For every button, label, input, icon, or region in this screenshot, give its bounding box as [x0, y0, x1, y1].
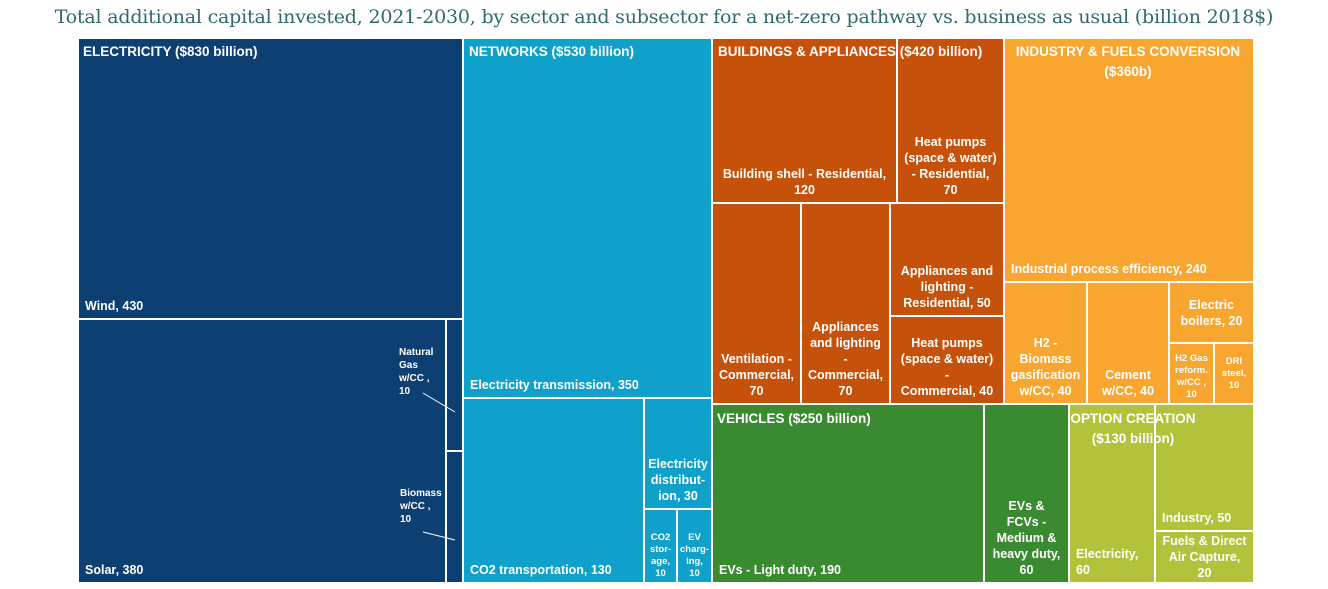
cell-label: EVs & FCVs - Medium & heavy duty, 60 [992, 499, 1061, 577]
cell-label: Appliances and lighting - Commercial, 70 [807, 320, 884, 398]
cell-label: EVs - Light duty, 190 [719, 563, 842, 577]
treemap-cell-heat-pumps-space-water-commercial: Heat pumps (space & water) - Commercial,… [889, 315, 1005, 405]
cell-label: H2 Gas reform. w/CC , 10 [1175, 353, 1208, 400]
callout-label-natural-gas-w-cc: Natural Gas w/CC , 10 [399, 347, 434, 397]
cell-label: Electricity distribut- ion, 30 [648, 457, 708, 503]
cell-label: Electric boilers, 20 [1180, 297, 1243, 328]
chart-title: Total additional capital invested, 2021-… [54, 6, 1274, 28]
treemap-cell-appliances-and-lighting-residential: Appliances and lighting - Residential, 5… [889, 202, 1005, 317]
cell-label: Heat pumps (space & water) - Residential… [904, 135, 997, 197]
cell-label: Electricity transmission, 350 [470, 378, 639, 392]
treemap-cell-fuels-direct-air-capture: Fuels & Direct Air Capture, 20 [1154, 530, 1255, 584]
cell-label: Appliances and lighting - Residential, 5… [900, 264, 994, 310]
treemap-cell-ev-charging: EV charg- ing, 10 [676, 508, 713, 584]
treemap-cell-h2-biomass-gasification-w-cc: H2 - Biomass gasification w/CC, 40 [1003, 281, 1088, 405]
treemap-cell-ventilation-commercial: Ventilation - Commercial, 70 [711, 202, 802, 405]
sector-header-option-creation: OPTION CREATION ($130 billion) [1070, 411, 1196, 446]
cell-label: Building shell - Residential, 120 [722, 167, 887, 197]
treemap-cell-co2-transportation: CO2 transportation, 130 [462, 397, 645, 584]
cell-label: Heat pumps (space & water) - Commercial,… [900, 336, 994, 398]
cell-label: Cement w/CC, 40 [1101, 368, 1155, 398]
treemap-cell-appliances-and-lighting-commercial: Appliances and lighting - Commercial, 70 [800, 202, 891, 405]
cell-label: H2 - Biomass gasification w/CC, 40 [1010, 336, 1081, 398]
treemap-cell-building-shell-residential: Building shell - Residential, 120 [711, 37, 898, 204]
cell-label: CO2 transportation, 130 [470, 563, 612, 577]
callout-label-biomass-w-cc: Biomass w/CC , 10 [400, 488, 442, 525]
cell-label: Fuels & Direct Air Capture, 20 [1162, 534, 1247, 580]
cell-label: DRI steel, 10 [1221, 355, 1247, 391]
treemap-cell-solar: Solar, 380 [77, 318, 447, 584]
cell-label: Ventilation - Commercial, 70 [718, 352, 795, 398]
cell-label: Industry, 50 [1162, 511, 1232, 525]
sector-header-buildings-appliances: BUILDINGS & APPLIANCES ($420 billion) [718, 44, 983, 59]
treemap-cell-evs-light-duty: EVs - Light duty, 190 [711, 403, 985, 584]
sector-header-vehicles: VEHICLES ($250 billion) [717, 411, 871, 426]
treemap-cell-electricity-transmission: Electricity transmission, 350 [462, 37, 713, 399]
treemap-cell-industrial-process-efficiency: Industrial process efficiency, 240 [1003, 37, 1255, 283]
cell-label: Electricity, 60 [1076, 547, 1139, 577]
cell-label: CO2 stor- age, 10 [649, 532, 672, 579]
cell-label: Industrial process efficiency, 240 [1011, 262, 1207, 276]
cell-label: Wind, 430 [85, 299, 144, 313]
treemap-cell-electric-boilers: Electric boilers, 20 [1168, 281, 1255, 344]
treemap-cell-evs-fcvs-medium-heavy-duty: EVs & FCVs - Medium & heavy duty, 60 [983, 403, 1070, 584]
treemap-cell-electricity: Electricity, 60 [1068, 403, 1156, 584]
treemap-cell-wind: Wind, 430 [77, 37, 464, 320]
treemap-cell-h2-gas-reform-w-cc: H2 Gas reform. w/CC , 10 [1168, 342, 1215, 405]
treemap-cell-cement-w-cc: Cement w/CC, 40 [1086, 281, 1170, 405]
sector-header-electricity: ELECTRICITY ($830 billion) [83, 44, 258, 59]
cell-label: Solar, 380 [85, 563, 144, 577]
treemap-cell-co2-storage: CO2 stor- age, 10 [643, 508, 678, 584]
treemap-cell-heat-pumps-space-water-residential: Heat pumps (space & water) - Residential… [896, 37, 1005, 204]
sector-header-industry-fuels-conversion: INDUSTRY & FUELS CONVERSION ($360b) [1015, 44, 1241, 79]
cell-label: EV charg- ing, 10 [679, 532, 710, 579]
sector-header-networks: NETWORKS ($530 billion) [469, 44, 635, 59]
treemap-cell-dri-steel: DRI steel, 10 [1213, 342, 1255, 405]
treemap-cell-electricity-distribution: Electricity distribut- ion, 30 [643, 397, 713, 510]
